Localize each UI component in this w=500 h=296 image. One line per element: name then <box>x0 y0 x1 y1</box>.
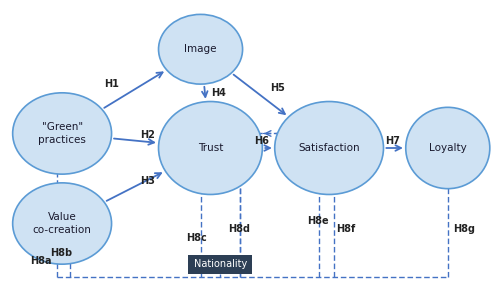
Text: H7: H7 <box>384 136 400 146</box>
Text: H8b: H8b <box>50 247 72 258</box>
Text: Loyalty: Loyalty <box>429 143 467 153</box>
Text: "Green"
practices: "Green" practices <box>38 122 86 145</box>
Text: H8c: H8c <box>186 233 206 243</box>
Ellipse shape <box>158 102 262 194</box>
Ellipse shape <box>158 15 242 84</box>
Ellipse shape <box>12 93 112 174</box>
Text: H8a: H8a <box>30 256 52 266</box>
Text: H1: H1 <box>104 79 120 89</box>
Text: H2: H2 <box>140 130 155 140</box>
Ellipse shape <box>406 107 490 189</box>
Text: H6: H6 <box>254 136 268 146</box>
Ellipse shape <box>12 183 112 264</box>
Text: H8e: H8e <box>307 215 328 226</box>
Text: Trust: Trust <box>198 143 223 153</box>
Ellipse shape <box>274 102 384 194</box>
Text: H4: H4 <box>212 88 226 98</box>
Text: Nationality: Nationality <box>194 259 247 269</box>
Text: H5: H5 <box>270 83 285 93</box>
Text: Satisfaction: Satisfaction <box>298 143 360 153</box>
Text: H8f: H8f <box>336 224 356 234</box>
Text: Image: Image <box>184 44 217 54</box>
Text: H3: H3 <box>140 176 154 186</box>
Text: Value
co-creation: Value co-creation <box>32 212 92 235</box>
Text: H8g: H8g <box>452 224 474 234</box>
FancyBboxPatch shape <box>188 255 252 274</box>
Text: H8d: H8d <box>228 224 250 234</box>
